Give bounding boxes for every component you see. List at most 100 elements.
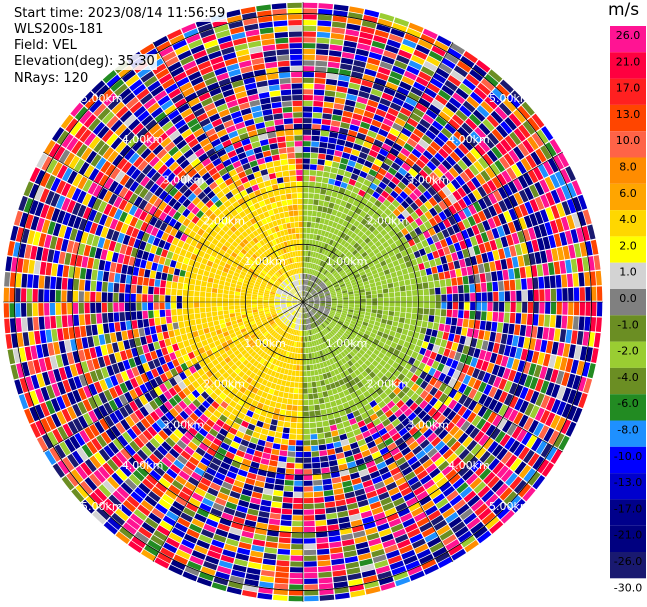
velocity-gate (453, 334, 461, 343)
velocity-gate (392, 337, 400, 344)
velocity-gate (331, 406, 339, 413)
velocity-gate (308, 300, 314, 302)
velocity-gate (286, 404, 293, 411)
velocity-gate (391, 361, 400, 370)
velocity-gate (500, 139, 512, 152)
velocity-gate (325, 296, 331, 299)
velocity-gate (485, 321, 492, 331)
velocity-gate (314, 321, 319, 327)
velocity-gate (364, 229, 372, 237)
velocity-gate (348, 82, 361, 91)
velocity-gate (500, 355, 509, 367)
velocity-gate (303, 486, 313, 492)
velocity-gate (306, 292, 310, 298)
velocity-gate (162, 331, 170, 340)
velocity-gate (337, 302, 343, 304)
velocity-gate (311, 381, 317, 388)
velocity-gate (533, 225, 542, 239)
velocity-gate (343, 299, 349, 302)
velocity-gate (387, 181, 397, 190)
velocity-gate (308, 245, 312, 251)
velocity-gate (387, 555, 402, 565)
velocity-gate (399, 544, 414, 555)
velocity-gate (182, 308, 189, 315)
velocity-gate (307, 294, 312, 299)
velocity-gate (356, 96, 368, 105)
velocity-gate (327, 524, 339, 531)
velocity-gate (309, 422, 317, 429)
velocity-gate (475, 447, 487, 460)
velocity-gate (324, 231, 330, 238)
velocity-gate (414, 226, 423, 236)
velocity-gate (412, 307, 418, 314)
velocity-gate (536, 129, 549, 144)
velocity-gate (314, 285, 319, 290)
velocity-gate (519, 324, 527, 337)
velocity-gate (325, 359, 331, 366)
velocity-gate (350, 256, 357, 262)
velocity-gate (551, 399, 561, 414)
velocity-gate (147, 302, 154, 311)
velocity-gate (313, 306, 319, 310)
velocity-gate (548, 234, 557, 249)
velocity-gate (374, 277, 381, 283)
velocity-gate (585, 302, 591, 316)
velocity-gate (316, 542, 329, 549)
velocity-gate (399, 191, 409, 200)
velocity-gate (482, 372, 491, 384)
velocity-gate (306, 274, 309, 280)
velocity-gate (297, 353, 301, 359)
velocity-gate (432, 224, 441, 234)
velocity-gate (357, 282, 364, 287)
velocity-gate (470, 521, 485, 535)
velocity-gate (439, 529, 454, 541)
velocity-gate (304, 268, 307, 274)
velocity-gate (260, 499, 272, 507)
velocity-gate (465, 73, 480, 87)
velocity-gate (360, 295, 366, 299)
velocity-gate (91, 324, 98, 336)
velocity-gate (427, 227, 436, 236)
velocity-gate (346, 184, 354, 192)
velocity-gate (296, 428, 303, 434)
velocity-gate (487, 217, 496, 229)
velocity-gate (422, 165, 433, 176)
velocity-gate (438, 89, 451, 101)
velocity-gate (325, 297, 331, 300)
velocity-gate (258, 510, 270, 518)
velocity-gate (303, 66, 315, 72)
velocity-gate (298, 318, 301, 325)
velocity-gate (487, 292, 493, 302)
velocity-gate (410, 392, 420, 402)
velocity-gate (418, 262, 425, 271)
velocity-gate (449, 135, 461, 147)
velocity-gate (481, 302, 487, 311)
velocity-gate (294, 469, 303, 475)
velocity-gate (371, 305, 378, 310)
velocity-gate (362, 205, 371, 214)
velocity-gate (428, 281, 435, 289)
velocity-gate (415, 102, 428, 113)
velocity-gate (429, 243, 437, 252)
velocity-gate (312, 346, 317, 353)
velocity-gate (309, 181, 316, 188)
velocity-gate (326, 225, 332, 232)
velocity-gate (502, 367, 511, 380)
velocity-gate (360, 302, 366, 306)
velocity-gate (317, 229, 322, 236)
velocity-gate (548, 354, 557, 368)
velocity-gate (166, 273, 174, 282)
velocity-gate (368, 217, 376, 225)
velocity-gate (382, 310, 389, 316)
velocity-gate (424, 383, 434, 393)
velocity-gate (394, 437, 405, 447)
velocity-gate (346, 412, 355, 420)
velocity-gate (328, 178, 336, 185)
velocity-gate (307, 210, 313, 216)
velocity-gate (350, 589, 366, 598)
velocity-gate (522, 229, 531, 242)
velocity-gate (119, 302, 125, 312)
velocity-gate (49, 289, 56, 302)
velocity-gate (61, 277, 68, 290)
velocity-gate (257, 302, 263, 305)
